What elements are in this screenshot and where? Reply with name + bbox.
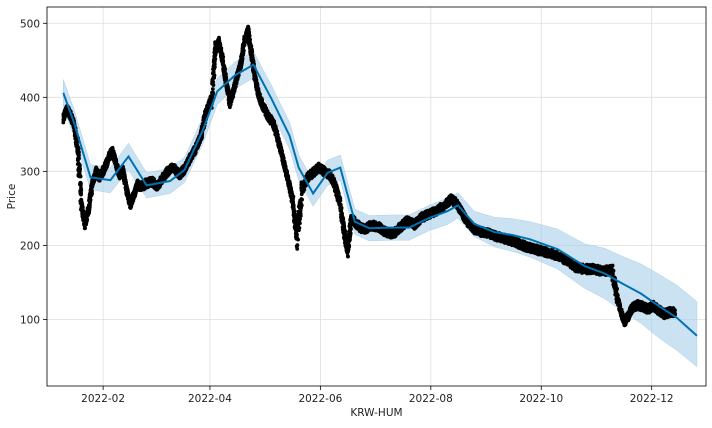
observed-point <box>284 165 288 169</box>
observed-point <box>85 218 89 222</box>
observed-point <box>292 195 296 199</box>
observed-point <box>79 182 83 186</box>
observed-point <box>211 87 215 91</box>
observed-point <box>211 92 215 96</box>
observed-point <box>213 74 217 78</box>
observed-point <box>213 65 217 69</box>
observed-point <box>89 198 93 202</box>
observed-point <box>299 214 303 218</box>
observed-point <box>349 227 353 231</box>
observed-point <box>346 255 350 259</box>
observed-point <box>282 156 286 160</box>
observed-point <box>342 225 346 229</box>
observed-point <box>347 245 351 249</box>
observed-point <box>295 233 299 237</box>
observed-point <box>77 157 81 161</box>
observed-point <box>298 221 302 225</box>
observed-point <box>83 226 87 230</box>
observed-point <box>79 175 83 179</box>
observed-point <box>79 189 83 193</box>
observed-point <box>339 199 343 203</box>
observed-point <box>224 72 228 76</box>
observed-point <box>302 188 306 192</box>
observed-point <box>212 83 216 87</box>
observed-point <box>221 55 225 59</box>
observed-point <box>77 150 81 154</box>
observed-point <box>247 30 251 34</box>
observed-point <box>223 67 227 71</box>
observed-point <box>77 147 81 151</box>
observed-point <box>300 204 304 208</box>
observed-point <box>241 57 245 61</box>
observed-point <box>90 192 94 196</box>
observed-point <box>295 247 299 251</box>
observed-point <box>242 49 246 53</box>
observed-point <box>78 163 82 167</box>
observed-point <box>296 243 300 247</box>
observed-point <box>349 231 353 235</box>
observed-point <box>78 168 82 172</box>
observed-point <box>81 205 85 209</box>
observed-point <box>248 38 252 42</box>
observed-point <box>213 57 217 61</box>
observed-point <box>300 198 304 202</box>
observed-point <box>298 226 302 230</box>
observed-point <box>248 34 252 38</box>
observed-point <box>293 209 297 213</box>
observed-point <box>260 98 264 102</box>
observed-point <box>250 50 254 54</box>
observed-point <box>221 60 225 64</box>
observed-point <box>224 75 228 79</box>
observed-point <box>340 206 344 210</box>
observed-point <box>296 238 300 242</box>
observed-point <box>249 44 253 48</box>
